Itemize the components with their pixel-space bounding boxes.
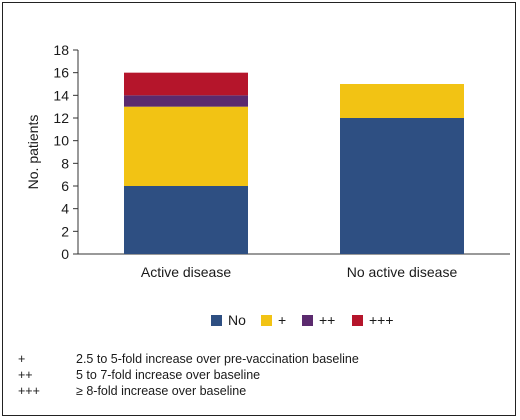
y-tick-label: 18 <box>53 42 69 58</box>
footnotes: + 2.5 to 5-fold increase over pre-vaccin… <box>18 351 359 399</box>
legend-swatch <box>302 315 313 326</box>
footnote-text: 5 to 7-fold increase over baseline <box>76 368 261 382</box>
legend-label: No <box>228 312 246 328</box>
legend-swatch <box>261 315 272 326</box>
legend-label: + <box>278 312 286 328</box>
x-tick-label: No active disease <box>347 264 458 280</box>
footnote-text: ≥ 8-fold increase over baseline <box>76 384 247 398</box>
bar-segment <box>340 84 464 118</box>
legend-swatch <box>352 315 363 326</box>
bar-segment <box>124 95 248 107</box>
y-tick-label: 10 <box>53 133 69 149</box>
stacked-bar-chart: 0 2 4 6 8 10 12 14 16 18 No. patients Active diseas… <box>25 42 510 328</box>
footnote-text: 2.5 to 5-fold increase over pre-vaccinat… <box>76 352 359 366</box>
footnote-row: ++ 5 to 7-fold increase over baseline <box>18 367 359 383</box>
legend-label: ++ <box>319 312 335 328</box>
figure-frame <box>2 2 516 416</box>
y-tick-label: 12 <box>53 110 69 126</box>
footnote-row: +++ ≥ 8-fold increase over baseline <box>18 383 359 399</box>
bar-segment <box>124 72 248 96</box>
y-tick-label: 4 <box>61 201 69 217</box>
y-tick-label: 8 <box>61 155 69 171</box>
x-tick-label: Active disease <box>141 264 231 280</box>
footnote-symbol: + <box>18 352 26 366</box>
y-tick-label: 2 <box>61 223 69 239</box>
y-tick-label: 16 <box>53 65 69 81</box>
bar-segment <box>124 106 248 186</box>
y-axis-title: No. patients <box>25 115 41 190</box>
y-tick-label: 0 <box>61 246 69 262</box>
y-tick-label: 6 <box>61 178 69 194</box>
footnote-symbol: ++ <box>18 368 33 382</box>
legend-swatch <box>211 315 222 326</box>
bar-segment <box>124 186 248 254</box>
legend-label: +++ <box>369 312 394 328</box>
footnote-row: + 2.5 to 5-fold increase over pre-vaccin… <box>18 351 359 367</box>
bar-segment <box>340 118 464 254</box>
footnote-symbol: +++ <box>18 384 40 398</box>
y-tick-label: 14 <box>53 87 69 103</box>
